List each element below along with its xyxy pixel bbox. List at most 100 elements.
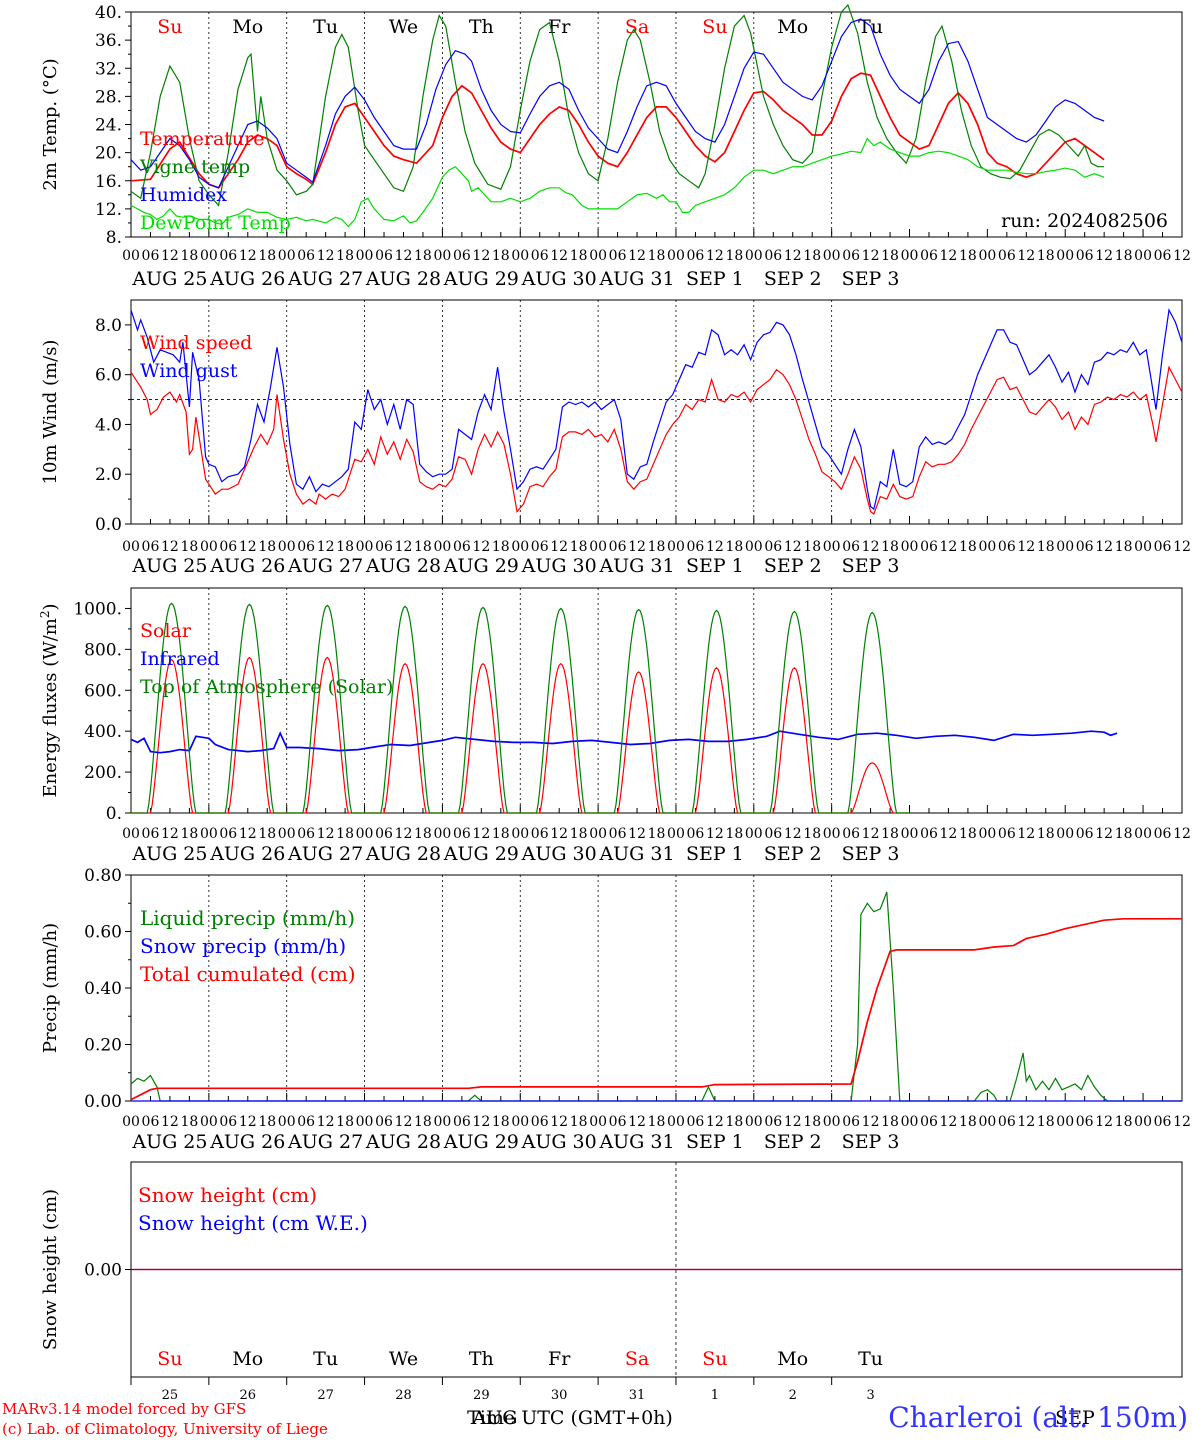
x-hour-label: 12 xyxy=(395,539,413,555)
x-day-number-label: 26 xyxy=(240,1388,257,1403)
x-hour-label: 06 xyxy=(764,248,782,264)
x-hour-label: 06 xyxy=(764,826,782,842)
x-hour-label: 06 xyxy=(297,248,315,264)
x-hour-label: 06 xyxy=(297,1114,315,1130)
x-hour-label: 06 xyxy=(687,539,705,555)
day-of-week-label: Mo xyxy=(232,16,263,38)
x-hour-label: 00 xyxy=(122,248,140,264)
day-of-week-label: Sa xyxy=(625,1348,649,1370)
y-tick-label: 0.0 xyxy=(95,515,122,535)
x-hour-label: 00 xyxy=(200,826,218,842)
x-hour-label: 06 xyxy=(1076,539,1094,555)
x-hour-label: 00 xyxy=(433,1114,451,1130)
series-line xyxy=(130,18,1105,189)
x-hour-label: 12 xyxy=(1095,826,1113,842)
x-hour-label: 06 xyxy=(453,539,471,555)
x-hour-label: 00 xyxy=(901,1114,919,1130)
x-hour-label: 00 xyxy=(356,1114,374,1130)
x-hour-label: 00 xyxy=(1134,248,1152,264)
x-hour-label: 18 xyxy=(1037,826,1055,842)
x-hour-label: 06 xyxy=(142,1114,160,1130)
x-day-number-label: 30 xyxy=(551,1388,568,1403)
x-date-label: SEP 3 xyxy=(842,1131,900,1153)
x-hour-label: 18 xyxy=(492,539,510,555)
x-hour-label: 00 xyxy=(1056,248,1074,264)
x-hour-label: 06 xyxy=(764,539,782,555)
x-hour-label: 00 xyxy=(978,539,996,555)
x-hour-label: 18 xyxy=(648,539,666,555)
x-hour-label: 18 xyxy=(180,826,198,842)
day-of-week-label: Tu xyxy=(858,1348,883,1370)
x-date-label: AUG 25 xyxy=(131,843,207,865)
x-hour-label: 12 xyxy=(706,539,724,555)
x-hour-label: 12 xyxy=(706,1114,724,1130)
x-hour-label: 18 xyxy=(959,1114,977,1130)
x-date-label: AUG 26 xyxy=(209,555,285,577)
legend-entry: Infrared xyxy=(140,648,220,670)
x-hour-label: 06 xyxy=(219,248,237,264)
day-of-week-label: Su xyxy=(702,16,727,38)
x-hour-label: 06 xyxy=(920,1114,938,1130)
x-hour-label: 06 xyxy=(531,539,549,555)
x-date-label: AUG 25 xyxy=(131,555,207,577)
x-hour-label: 12 xyxy=(628,826,646,842)
y-tick-label: 400. xyxy=(84,722,122,742)
x-date-label: AUG 30 xyxy=(521,843,597,865)
x-hour-label: 06 xyxy=(687,1114,705,1130)
x-hour-label: 00 xyxy=(511,1114,529,1130)
day-of-week-label: Th xyxy=(469,16,494,38)
y-tick-label: 800. xyxy=(84,640,122,660)
x-date-label: AUG 26 xyxy=(209,1131,285,1153)
x-hour-label: 12 xyxy=(161,248,179,264)
x-date-label: AUG 27 xyxy=(287,1131,363,1153)
x-hour-label: 18 xyxy=(959,539,977,555)
x-hour-label: 06 xyxy=(375,1114,393,1130)
x-hour-label: 18 xyxy=(1115,539,1133,555)
run-label: run: 2024082506 xyxy=(1001,210,1168,232)
x-hour-label: 12 xyxy=(1017,1114,1035,1130)
x-hour-label: 00 xyxy=(823,1114,841,1130)
x-hour-label: 12 xyxy=(1173,539,1191,555)
x-hour-label: 06 xyxy=(1154,1114,1172,1130)
day-of-week-label: Fr xyxy=(548,16,571,38)
y-axis-label: Energy fluxes (W/m2) xyxy=(38,603,61,797)
x-hour-label: 12 xyxy=(862,826,880,842)
x-hour-label: 18 xyxy=(881,826,899,842)
x-hour-label: 00 xyxy=(122,826,140,842)
x-hour-label: 12 xyxy=(784,1114,802,1130)
x-hour-label: 18 xyxy=(881,539,899,555)
x-hour-label: 18 xyxy=(648,248,666,264)
x-hour-label: 00 xyxy=(1134,539,1152,555)
x-hour-label: 18 xyxy=(336,248,354,264)
x-hour-label: 12 xyxy=(628,248,646,264)
x-hour-label: 12 xyxy=(628,539,646,555)
x-date-label: AUG 28 xyxy=(365,555,441,577)
x-hour-label: 18 xyxy=(1037,1114,1055,1130)
x-date-label: SEP 2 xyxy=(764,268,822,290)
x-axis-month-aug: AUG xyxy=(472,1407,518,1429)
x-day-number-label: 2 xyxy=(789,1388,797,1403)
y-tick-label: 40. xyxy=(95,3,122,23)
legend-entry: DewPoint Temp xyxy=(140,212,291,234)
x-hour-label: 12 xyxy=(472,1114,490,1130)
series-line xyxy=(130,308,1183,511)
x-hour-label: 00 xyxy=(278,826,296,842)
footer-credit-line: (c) Lab. of Climatology, University of L… xyxy=(2,1420,328,1438)
x-axis-title: Time UTC (GMT+0h) xyxy=(467,1407,673,1429)
y-tick-label: 0.60 xyxy=(84,923,122,943)
x-hour-label: 12 xyxy=(317,539,335,555)
x-hour-label: 00 xyxy=(901,248,919,264)
x-hour-label: 12 xyxy=(550,1114,568,1130)
x-hour-label: 18 xyxy=(336,826,354,842)
x-hour-label: 06 xyxy=(375,248,393,264)
x-day-number-label: 1 xyxy=(711,1388,719,1403)
x-hour-label: 12 xyxy=(628,1114,646,1130)
x-day-number-label: 29 xyxy=(473,1388,490,1403)
x-hour-label: 12 xyxy=(784,826,802,842)
y-tick-label: 600. xyxy=(84,681,122,701)
x-hour-label: 12 xyxy=(940,1114,958,1130)
x-hour-label: 06 xyxy=(531,248,549,264)
x-date-label: AUG 28 xyxy=(365,843,441,865)
x-date-label: AUG 31 xyxy=(598,843,674,865)
